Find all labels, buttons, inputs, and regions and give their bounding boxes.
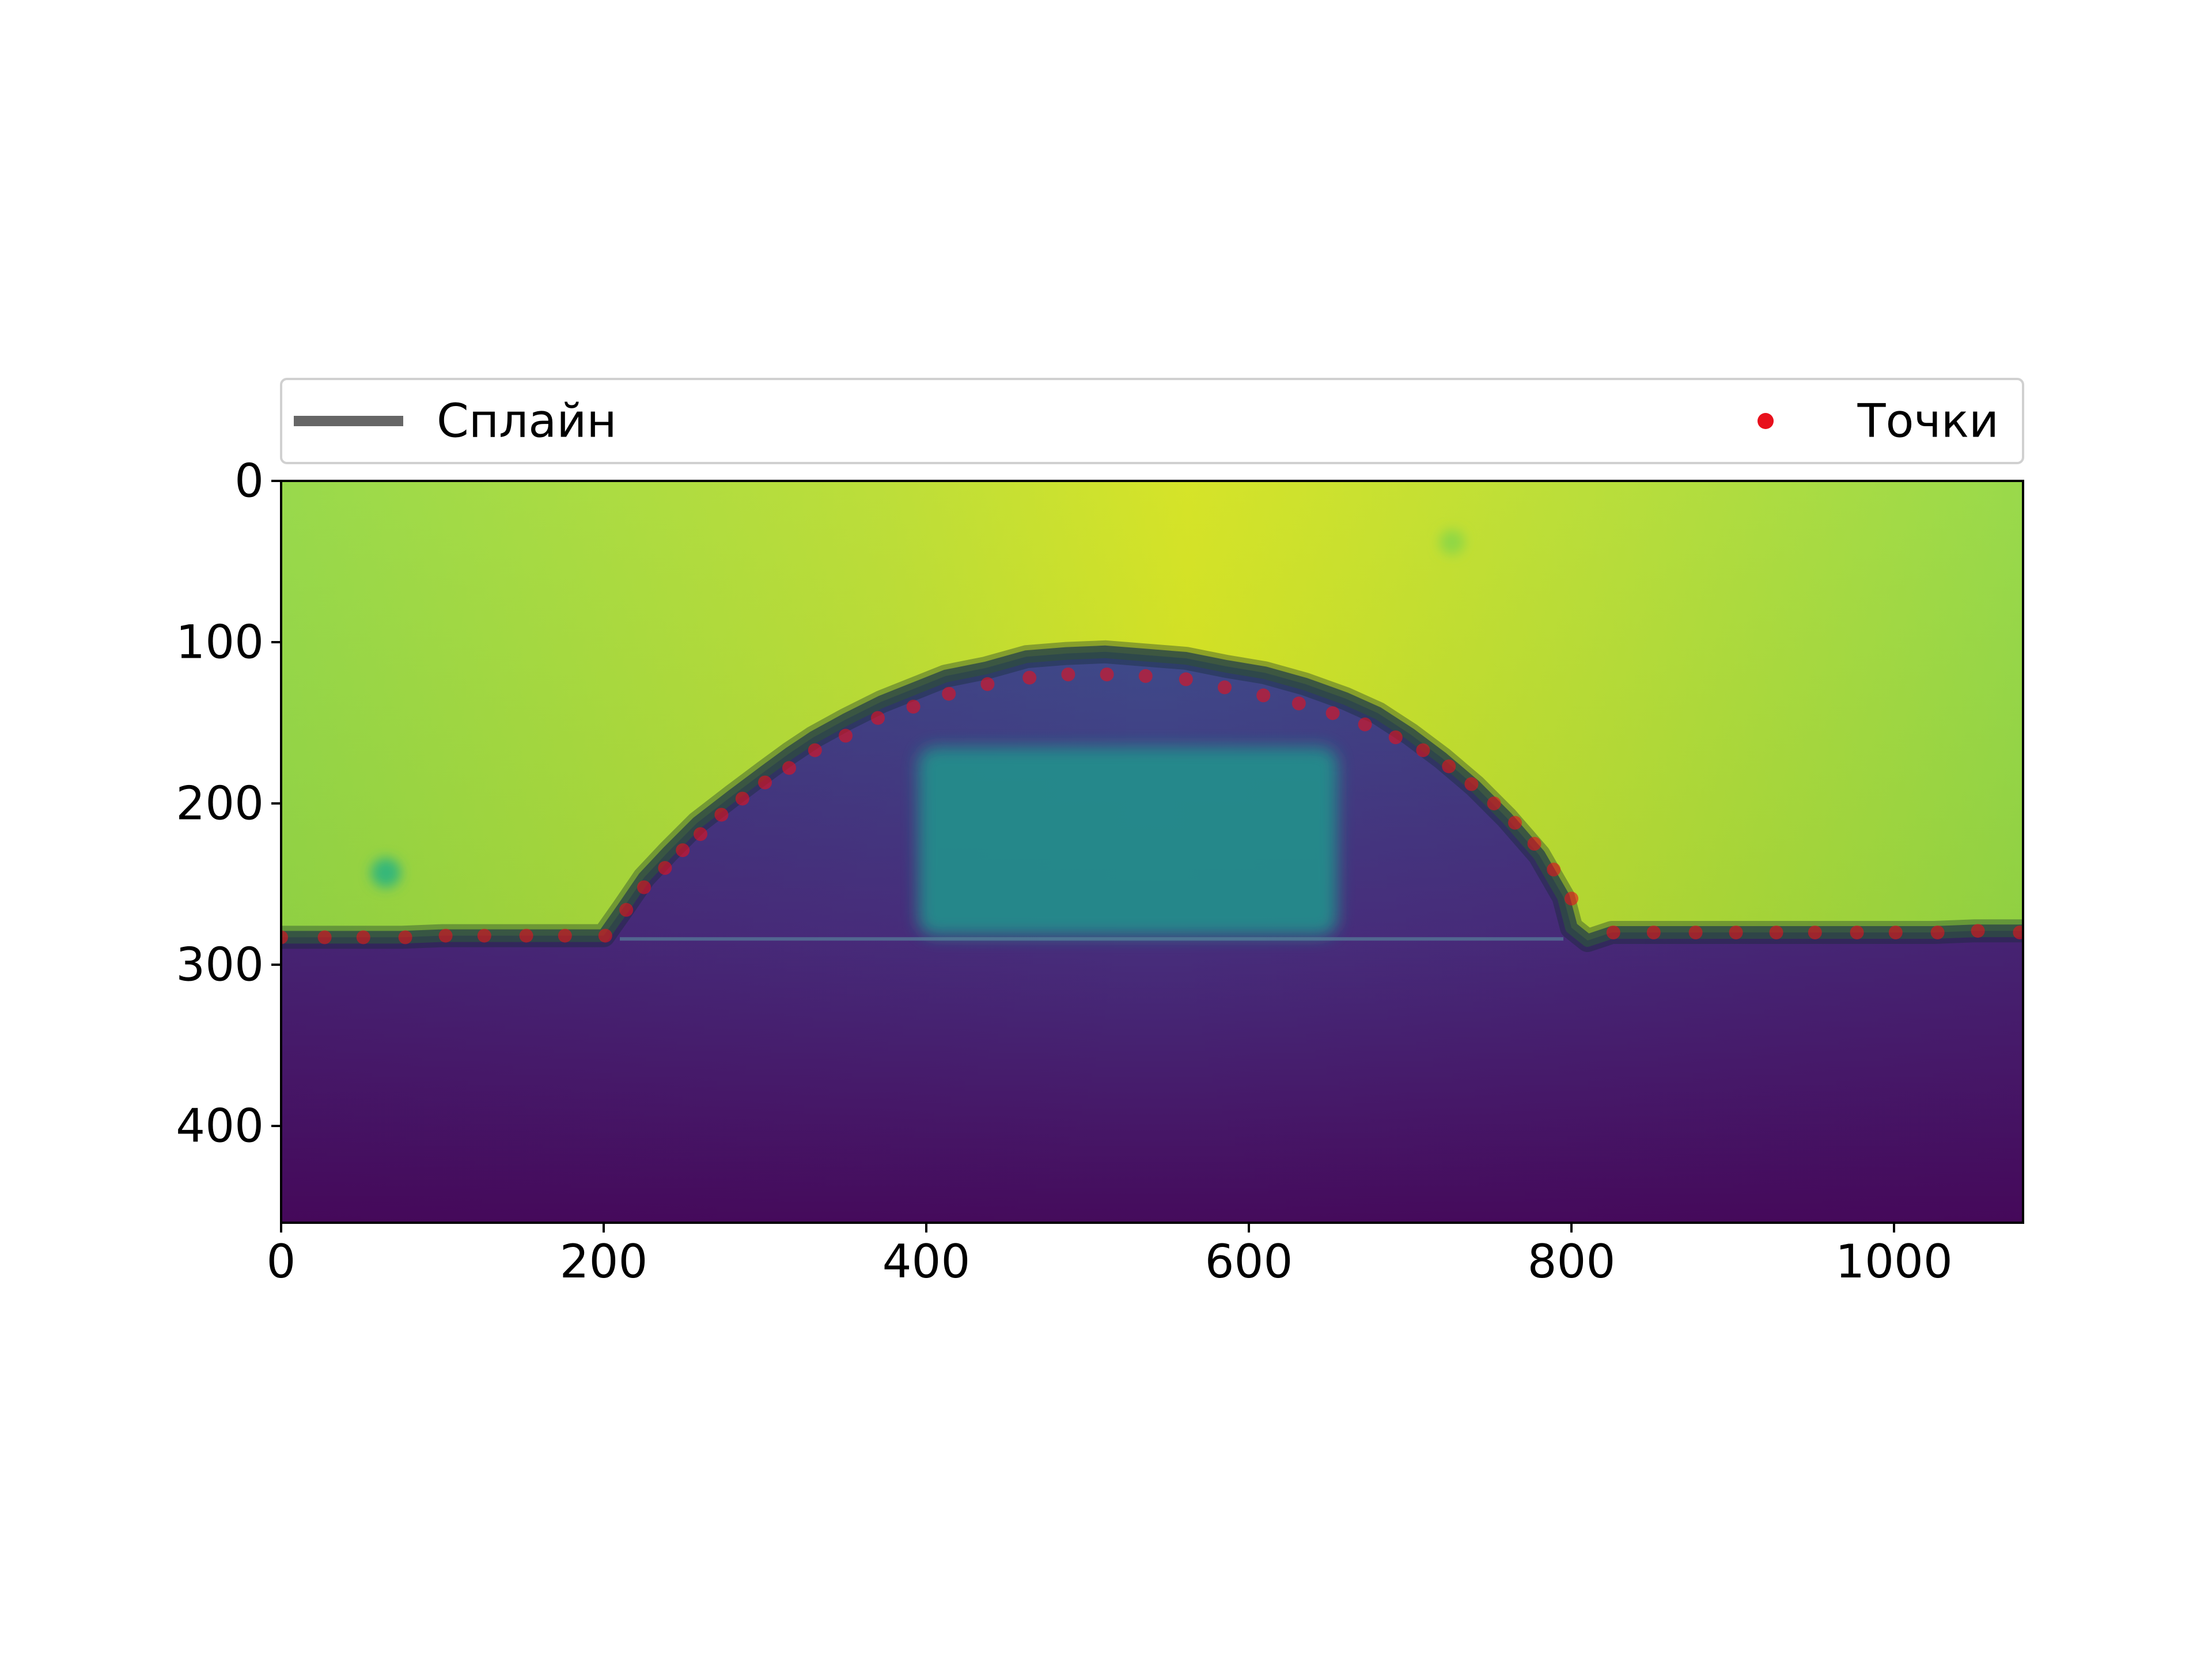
data-point bbox=[1729, 926, 1743, 939]
legend-points-swatch bbox=[1758, 413, 1774, 429]
spline-line bbox=[281, 645, 2023, 947]
y-tick-label: 100 bbox=[176, 616, 264, 669]
data-point bbox=[906, 700, 921, 714]
image-speck bbox=[1439, 529, 1465, 555]
data-point bbox=[1769, 926, 1783, 939]
data-point bbox=[1850, 926, 1864, 939]
data-point bbox=[1179, 672, 1193, 687]
data-point bbox=[558, 928, 572, 943]
x-tick-label: 800 bbox=[1528, 1235, 1616, 1288]
data-point bbox=[317, 930, 332, 945]
y-tick-label: 0 bbox=[234, 454, 264, 508]
x-tick-label: 1000 bbox=[1835, 1235, 1953, 1288]
data-point bbox=[735, 791, 749, 806]
y-tick-label: 200 bbox=[176, 777, 264, 830]
legend-box bbox=[280, 378, 2024, 464]
data-point bbox=[839, 729, 853, 743]
data-point bbox=[281, 930, 288, 945]
data-point bbox=[1971, 924, 1985, 938]
data-point bbox=[942, 687, 956, 701]
axes-layer: 0 200 400 600 800 1000 0 100 200 300 400 bbox=[176, 454, 1953, 1289]
image-inner-object bbox=[918, 747, 1338, 936]
data-point bbox=[1688, 926, 1703, 939]
data-point bbox=[1138, 669, 1153, 683]
y-tick-label: 400 bbox=[176, 1099, 264, 1153]
data-point bbox=[398, 930, 412, 945]
data-point bbox=[598, 928, 612, 943]
data-point bbox=[1061, 668, 1075, 681]
legend: Сплайн Точки bbox=[280, 378, 2024, 464]
data-point bbox=[714, 807, 729, 822]
data-point bbox=[619, 902, 634, 917]
data-point bbox=[1325, 706, 1340, 720]
data-point bbox=[1022, 670, 1037, 685]
data-point bbox=[1218, 680, 1232, 695]
y-tick-label: 300 bbox=[176, 938, 264, 992]
data-point bbox=[758, 775, 772, 790]
x-tick-label: 600 bbox=[1205, 1235, 1293, 1288]
data-point bbox=[1888, 926, 1903, 939]
x-tick-label: 0 bbox=[267, 1235, 296, 1288]
legend-points-label: Точки bbox=[1857, 395, 1999, 448]
x-tick-label: 400 bbox=[882, 1235, 971, 1288]
data-point bbox=[438, 928, 453, 943]
legend-spline-label: Сплайн bbox=[437, 395, 617, 448]
data-point bbox=[676, 843, 690, 858]
data-point bbox=[1606, 926, 1620, 939]
data-point bbox=[658, 861, 672, 875]
data-point bbox=[694, 827, 707, 841]
data-point bbox=[1808, 926, 1822, 939]
data-point bbox=[1256, 688, 1271, 703]
data-point bbox=[1416, 743, 1430, 757]
data-point bbox=[1527, 837, 1541, 851]
data-point bbox=[1388, 730, 1403, 745]
data-point bbox=[1508, 816, 1522, 830]
data-point bbox=[782, 761, 796, 775]
plot-frame bbox=[280, 480, 2024, 1224]
data-point bbox=[1487, 797, 1501, 810]
data-point bbox=[1464, 777, 1479, 791]
data-point bbox=[871, 711, 885, 725]
data-point bbox=[1930, 926, 1945, 939]
data-point bbox=[1358, 717, 1372, 731]
data-point bbox=[980, 677, 995, 691]
data-point bbox=[356, 930, 370, 945]
data-point bbox=[519, 928, 533, 943]
data-point bbox=[637, 880, 651, 894]
x-tick-label: 200 bbox=[560, 1235, 648, 1288]
data-point bbox=[477, 928, 491, 943]
data-point bbox=[1646, 926, 1661, 939]
data-point bbox=[1100, 668, 1114, 681]
data-point bbox=[1291, 696, 1306, 711]
points-layer bbox=[281, 668, 2023, 945]
data-point bbox=[1442, 759, 1456, 773]
spline-layer bbox=[281, 640, 2023, 952]
heatmap-image bbox=[281, 481, 2023, 1223]
image-speck bbox=[371, 858, 401, 888]
data-point bbox=[1565, 892, 1578, 906]
data-point bbox=[2013, 926, 2023, 939]
data-point bbox=[808, 743, 822, 757]
data-point bbox=[1547, 862, 1561, 877]
